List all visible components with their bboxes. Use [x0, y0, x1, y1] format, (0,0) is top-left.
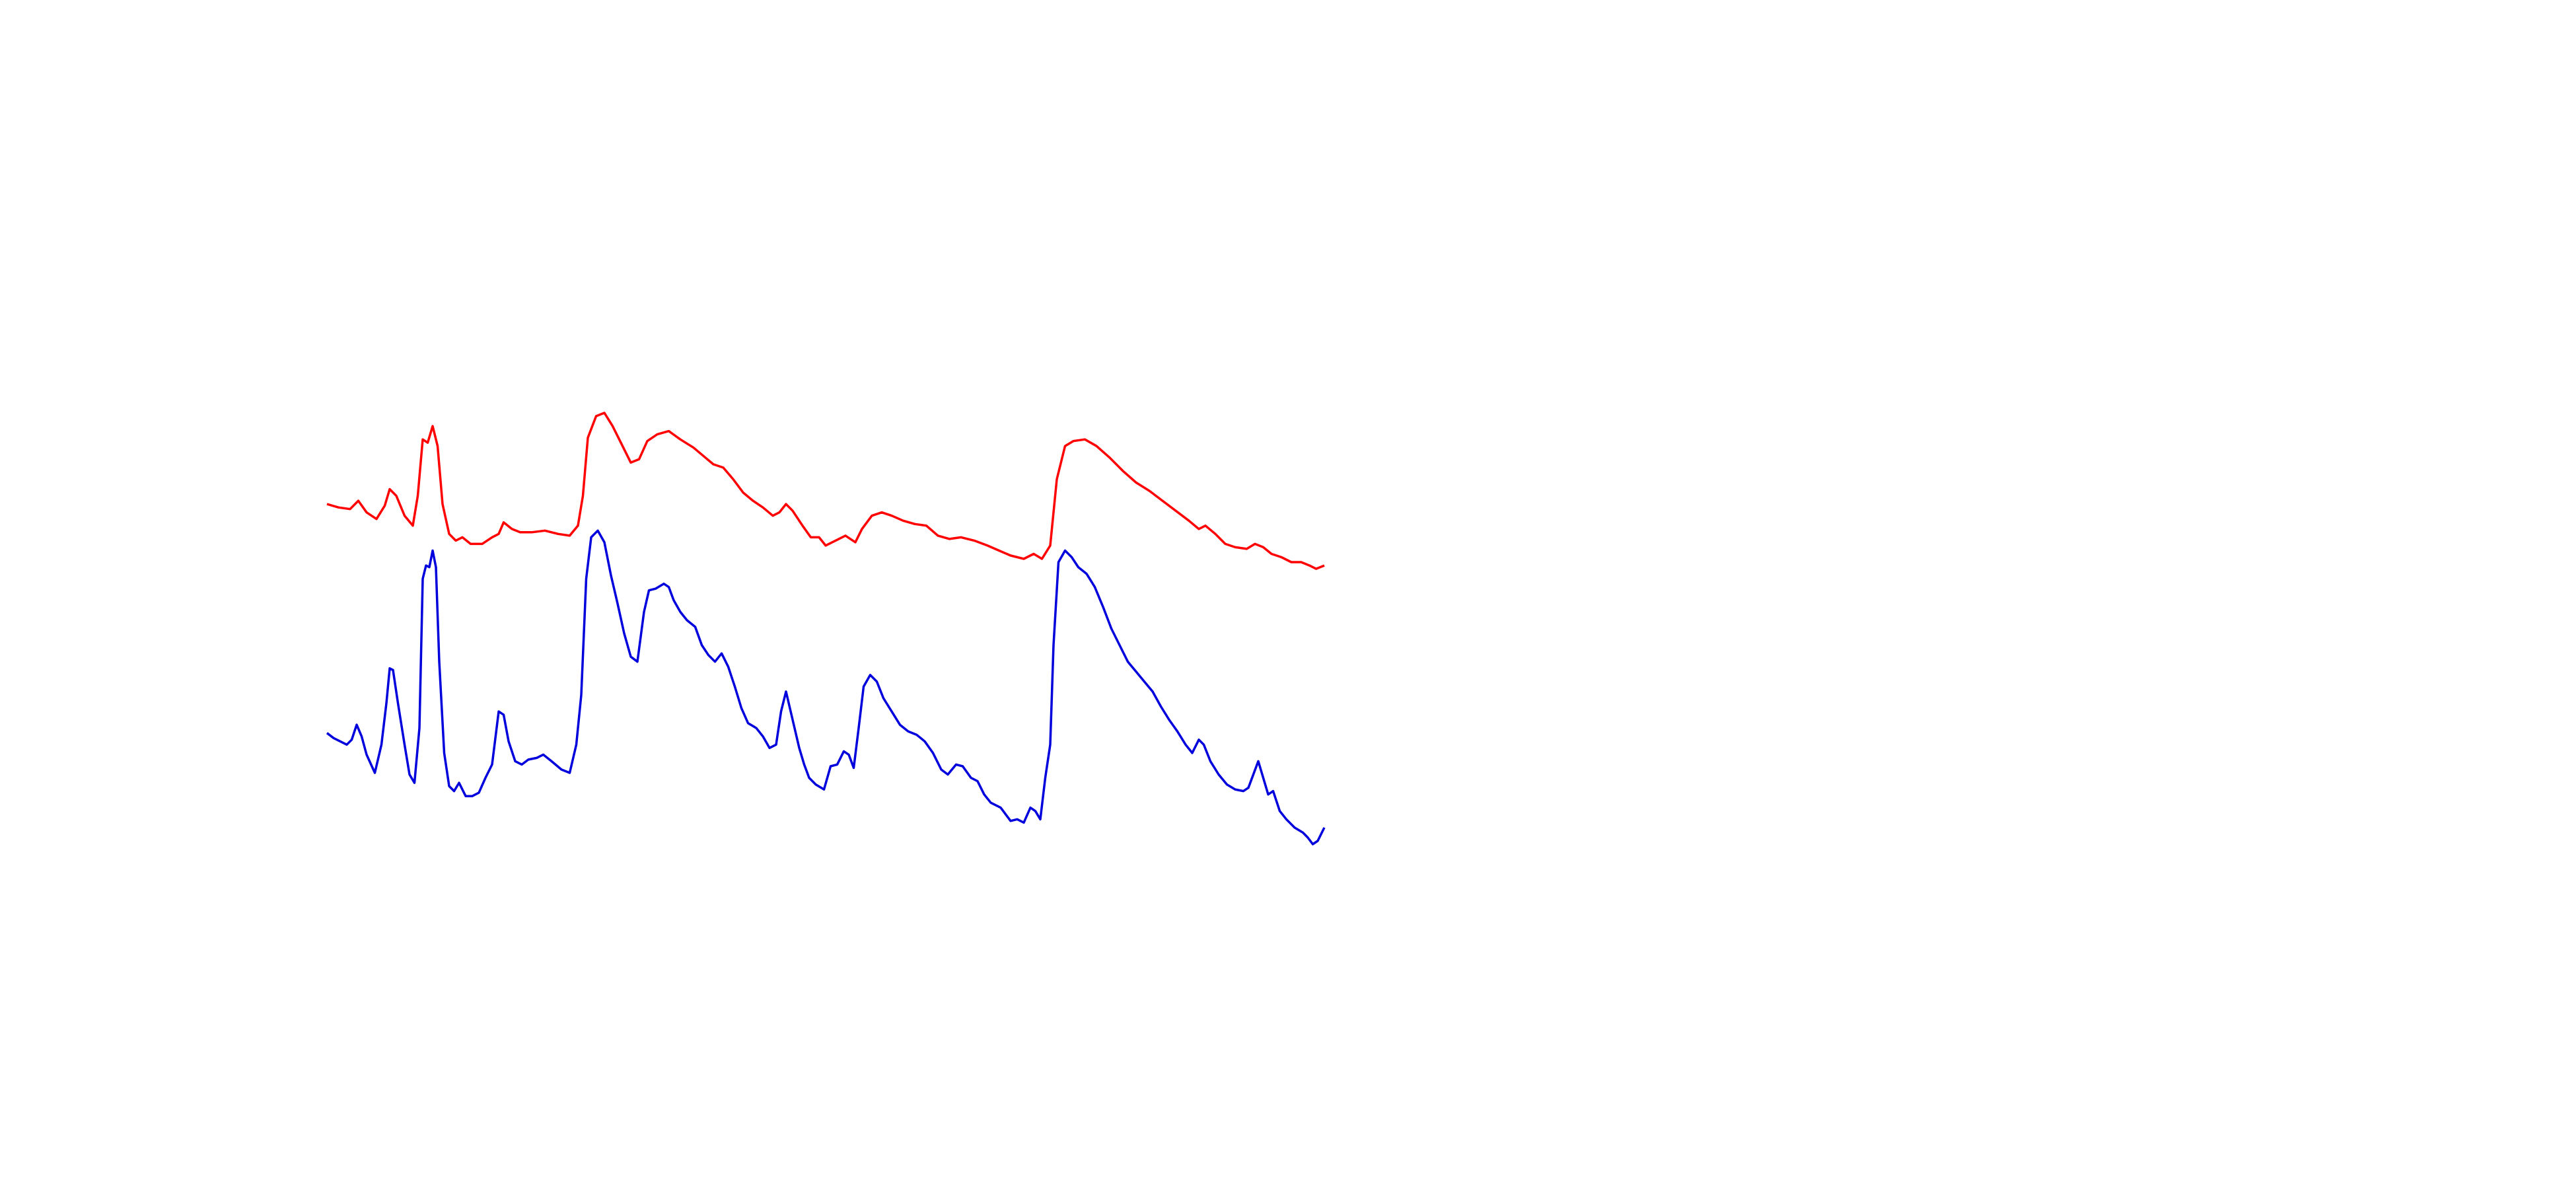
line	[326, 529, 1326, 846]
line	[326, 412, 1325, 570]
